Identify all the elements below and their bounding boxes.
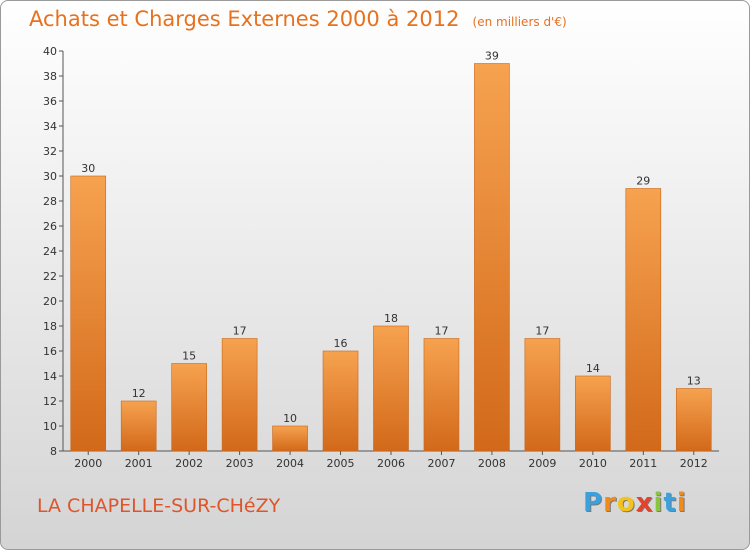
x-tick-label-2003: 2003 (226, 457, 254, 470)
x-tick-label-2011: 2011 (629, 457, 657, 470)
y-tick-label: 30 (43, 170, 57, 183)
x-tick-label-2001: 2001 (125, 457, 153, 470)
title-block: Achats et Charges Externes 2000 à 2012 (… (29, 7, 567, 31)
y-axis: 8 10 12 14 16 18 20 22 24 26 28 30 32 34 36 38 40 (43, 45, 64, 458)
brand-letter: i (653, 488, 664, 518)
town-name: LA CHAPELLE-SUR-CHéZY (37, 495, 281, 517)
x-tick-label-2008: 2008 (478, 457, 506, 470)
y-tick-label: 38 (43, 70, 57, 83)
value-label-2006: 18 (384, 312, 398, 325)
bar-2010 (575, 375, 611, 452)
bar-2001 (120, 400, 157, 452)
bar-2009 (524, 338, 561, 452)
bars (70, 63, 712, 452)
y-tick-label: 10 (43, 420, 57, 433)
bar-2006 (373, 325, 409, 452)
bar-2000 (70, 175, 107, 452)
bar-2008 (474, 63, 510, 452)
value-label-2008: 39 (485, 50, 499, 63)
value-label-2001: 12 (132, 387, 146, 400)
y-tick-label: 36 (43, 95, 57, 108)
x-tick-label-2004: 2004 (276, 457, 304, 470)
value-label-2000: 30 (81, 162, 95, 175)
y-tick-label: 12 (43, 395, 57, 408)
x-tick-label-2009: 2009 (528, 457, 556, 470)
y-tick-label: 28 (43, 195, 57, 208)
bar-2007 (423, 338, 460, 452)
y-tick-label: 20 (43, 295, 57, 308)
y-tick-label: 14 (43, 370, 57, 383)
value-label-2012: 13 (687, 375, 701, 388)
x-tick-label-2000: 2000 (74, 457, 102, 470)
y-tick-label: 40 (43, 45, 57, 58)
brand-letter: x (635, 488, 654, 518)
x-tick-label-2010: 2010 (579, 457, 607, 470)
x-tick-label-2007: 2007 (427, 457, 455, 470)
bar-2005 (322, 350, 359, 452)
x-tick-label-2005: 2005 (327, 457, 355, 470)
value-label-2005: 16 (334, 337, 348, 350)
value-label-2003: 17 (233, 325, 247, 338)
brand-letter: i (676, 488, 687, 518)
y-tick-label: 34 (43, 120, 57, 133)
y-tick-label: 18 (43, 320, 57, 333)
value-label-2002: 15 (182, 350, 196, 363)
y-tick-label: 32 (43, 145, 57, 158)
bar-2003 (221, 338, 258, 452)
brand-letter: o (616, 488, 636, 518)
x-tick-label-2012: 2012 (680, 457, 708, 470)
brand-letter: t (663, 488, 677, 518)
y-tick-label: 24 (43, 245, 57, 258)
y-tick-label: 16 (43, 345, 57, 358)
y-tick-label: 8 (50, 445, 57, 458)
value-label-2007: 17 (434, 325, 448, 338)
y-tick-label: 26 (43, 220, 57, 233)
brand-letter: P (583, 488, 604, 518)
value-label-2009: 17 (535, 325, 549, 338)
bar-2011 (625, 188, 662, 452)
brand-letter: r (603, 488, 617, 518)
chart-title: Achats et Charges Externes 2000 à 2012 (29, 7, 460, 31)
x-tick-label-2002: 2002 (175, 457, 203, 470)
value-label-2004: 10 (283, 412, 297, 425)
value-labels: 30 12 15 17 10 16 18 17 39 17 14 29 13 (81, 50, 701, 426)
bar-2002 (171, 363, 207, 452)
brand-logo: Proxiti (583, 488, 687, 518)
chart-subtitle: (en milliers d'€) (472, 15, 567, 29)
value-label-2010: 14 (586, 362, 600, 375)
y-tick-label: 22 (43, 270, 57, 283)
bar-2004 (272, 425, 308, 452)
x-tick-label-2006: 2006 (377, 457, 405, 470)
bar-2012 (675, 388, 712, 452)
value-label-2011: 29 (636, 175, 650, 188)
x-axis: 2000 2001 2002 2003 2004 2005 2006 2007 2008 2009… (63, 450, 719, 470)
